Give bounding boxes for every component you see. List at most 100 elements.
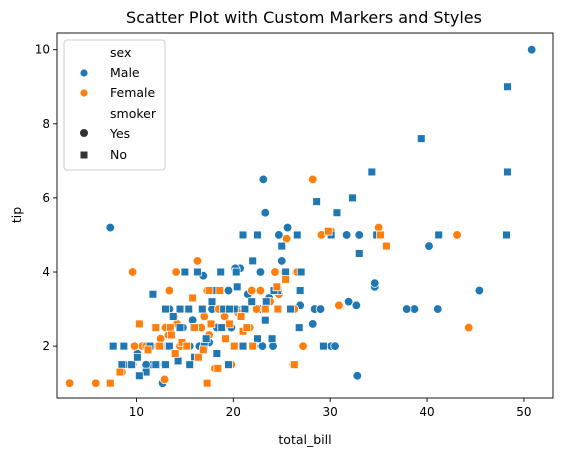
data-point — [151, 323, 161, 332]
data-point — [167, 330, 176, 340]
data-point — [330, 341, 340, 351]
x-tick-label: 50 — [516, 405, 531, 419]
data-point — [141, 359, 151, 370]
data-point — [155, 341, 164, 351]
data-point — [206, 319, 216, 329]
data-point — [281, 275, 290, 284]
y-tick-label: 4 — [42, 265, 50, 279]
legend-style-title: smoker — [110, 106, 157, 121]
data-point — [135, 371, 144, 381]
data-point — [474, 285, 485, 296]
data-point — [232, 282, 242, 292]
data-point — [503, 82, 512, 92]
data-point — [343, 296, 354, 307]
data-point — [348, 193, 357, 203]
data-point — [221, 334, 230, 343]
legend-male-label: Male — [110, 65, 140, 80]
data-point — [354, 230, 364, 240]
data-point — [175, 323, 185, 332]
data-point — [184, 304, 194, 314]
data-point — [166, 323, 175, 332]
data-point — [238, 230, 248, 240]
legend-box — [63, 39, 166, 171]
data-point — [255, 267, 266, 277]
data-point — [170, 349, 180, 358]
data-point — [225, 319, 234, 329]
legend-female-label: Female — [110, 85, 156, 100]
data-point — [308, 174, 318, 185]
data-point — [180, 267, 190, 277]
data-point — [294, 323, 304, 332]
data-point — [281, 233, 292, 244]
data-point — [253, 334, 262, 343]
y-tick-label: 2 — [42, 339, 50, 353]
data-point — [207, 297, 217, 306]
data-point — [308, 319, 318, 329]
data-point — [312, 197, 321, 206]
data-point — [190, 323, 199, 332]
data-point — [315, 304, 326, 314]
data-point — [106, 378, 115, 388]
legend-no-label: No — [110, 147, 127, 162]
data-point — [253, 230, 262, 240]
points-layer — [64, 45, 537, 388]
data-point — [161, 360, 170, 369]
data-point — [503, 167, 512, 177]
chart-title: Scatter Plot with Custom Markers and Sty… — [126, 8, 482, 27]
y-tick-label: 6 — [42, 191, 50, 205]
y-tick-label: 8 — [42, 117, 50, 131]
data-point — [272, 282, 282, 292]
data-point — [161, 304, 170, 314]
data-point — [332, 208, 342, 217]
data-point — [292, 230, 302, 240]
data-point — [217, 323, 226, 332]
data-point — [230, 341, 239, 351]
data-point — [164, 285, 175, 296]
legend-male-marker — [79, 68, 89, 78]
data-point — [202, 378, 212, 388]
data-point — [148, 289, 158, 299]
data-point — [409, 304, 420, 314]
data-point — [224, 360, 233, 369]
data-point — [286, 304, 295, 314]
legend: sex Male Female smoker Yes No — [63, 39, 166, 171]
data-point — [247, 297, 256, 306]
x-axis-label: total_bill — [278, 432, 331, 447]
data-point — [201, 334, 211, 343]
data-point — [352, 371, 362, 381]
data-point — [212, 349, 222, 358]
data-point — [91, 378, 101, 388]
data-point — [216, 267, 225, 277]
data-point — [464, 322, 474, 333]
data-point — [323, 226, 333, 236]
data-point — [182, 341, 192, 351]
x-tick-label: 10 — [129, 405, 144, 419]
data-point — [351, 300, 362, 311]
data-point — [231, 267, 241, 277]
data-point — [268, 341, 278, 351]
data-point — [188, 293, 197, 303]
data-point — [238, 341, 248, 351]
data-point — [199, 311, 209, 322]
data-point — [274, 230, 284, 240]
data-point — [171, 267, 181, 277]
data-point — [296, 267, 306, 277]
data-point — [260, 208, 270, 218]
x-tick-label: 40 — [419, 405, 434, 419]
data-point — [159, 374, 170, 385]
y-axis-label: tip — [9, 207, 24, 223]
data-point — [424, 241, 434, 251]
x-axis-ticks: 10 20 30 40 50 — [129, 398, 532, 419]
data-point — [223, 285, 234, 296]
data-point — [298, 341, 308, 351]
data-point — [108, 341, 118, 351]
data-point — [213, 364, 223, 373]
data-point — [257, 341, 268, 351]
data-point — [225, 304, 234, 314]
data-point — [135, 319, 144, 329]
y-axis-ticks: 2 4 6 8 10 — [35, 43, 57, 353]
data-point — [194, 352, 203, 362]
data-point — [165, 341, 174, 351]
data-point — [242, 323, 252, 332]
data-point — [261, 315, 270, 325]
